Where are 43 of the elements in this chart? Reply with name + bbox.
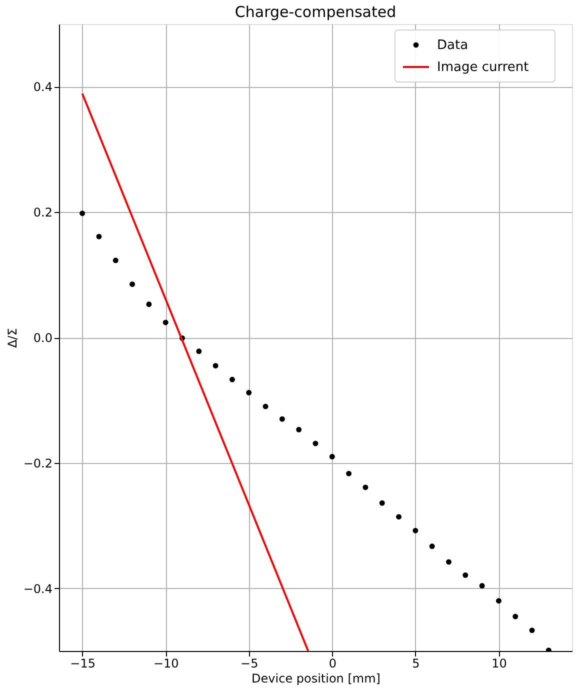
point bbox=[146, 302, 152, 308]
point bbox=[429, 544, 435, 550]
point bbox=[162, 320, 168, 326]
point bbox=[396, 514, 402, 520]
y-tick-label: 0.0 bbox=[33, 331, 52, 345]
legend-label: Image current bbox=[437, 60, 529, 75]
x-tick-label: 5 bbox=[412, 656, 420, 670]
point bbox=[80, 210, 86, 216]
x-tick-label: 0 bbox=[328, 656, 336, 670]
point bbox=[379, 500, 385, 506]
x-tick-label: −10 bbox=[153, 656, 179, 670]
point bbox=[479, 583, 485, 589]
chart-title: Charge-compensated bbox=[234, 3, 396, 21]
point bbox=[96, 234, 102, 240]
point bbox=[462, 572, 468, 578]
point bbox=[329, 454, 335, 460]
point bbox=[112, 258, 118, 264]
x-tick-label: 10 bbox=[492, 656, 507, 670]
x-tick-label: −15 bbox=[70, 656, 96, 670]
point bbox=[512, 614, 518, 620]
y-tick-label: −0.2 bbox=[23, 456, 52, 470]
point bbox=[346, 470, 352, 476]
y-axis-title: Δ/Σ bbox=[5, 328, 20, 348]
x-tick-label: −5 bbox=[240, 656, 258, 670]
point bbox=[229, 376, 235, 382]
legend-label: Data bbox=[437, 38, 468, 53]
point bbox=[296, 426, 302, 432]
point bbox=[496, 598, 502, 604]
point bbox=[262, 404, 268, 410]
point bbox=[246, 390, 252, 396]
point bbox=[279, 416, 285, 422]
y-tick-label: 0.2 bbox=[33, 206, 52, 220]
point bbox=[312, 440, 318, 446]
point bbox=[212, 362, 218, 368]
point bbox=[529, 628, 535, 634]
point bbox=[362, 484, 368, 490]
point bbox=[130, 281, 136, 287]
x-axis-title: Device position [mm] bbox=[252, 672, 380, 686]
y-tick-label: −0.4 bbox=[23, 582, 52, 596]
y-tick-label: 0.4 bbox=[33, 80, 52, 94]
point bbox=[446, 559, 452, 565]
point bbox=[412, 528, 418, 534]
point bbox=[196, 348, 202, 354]
